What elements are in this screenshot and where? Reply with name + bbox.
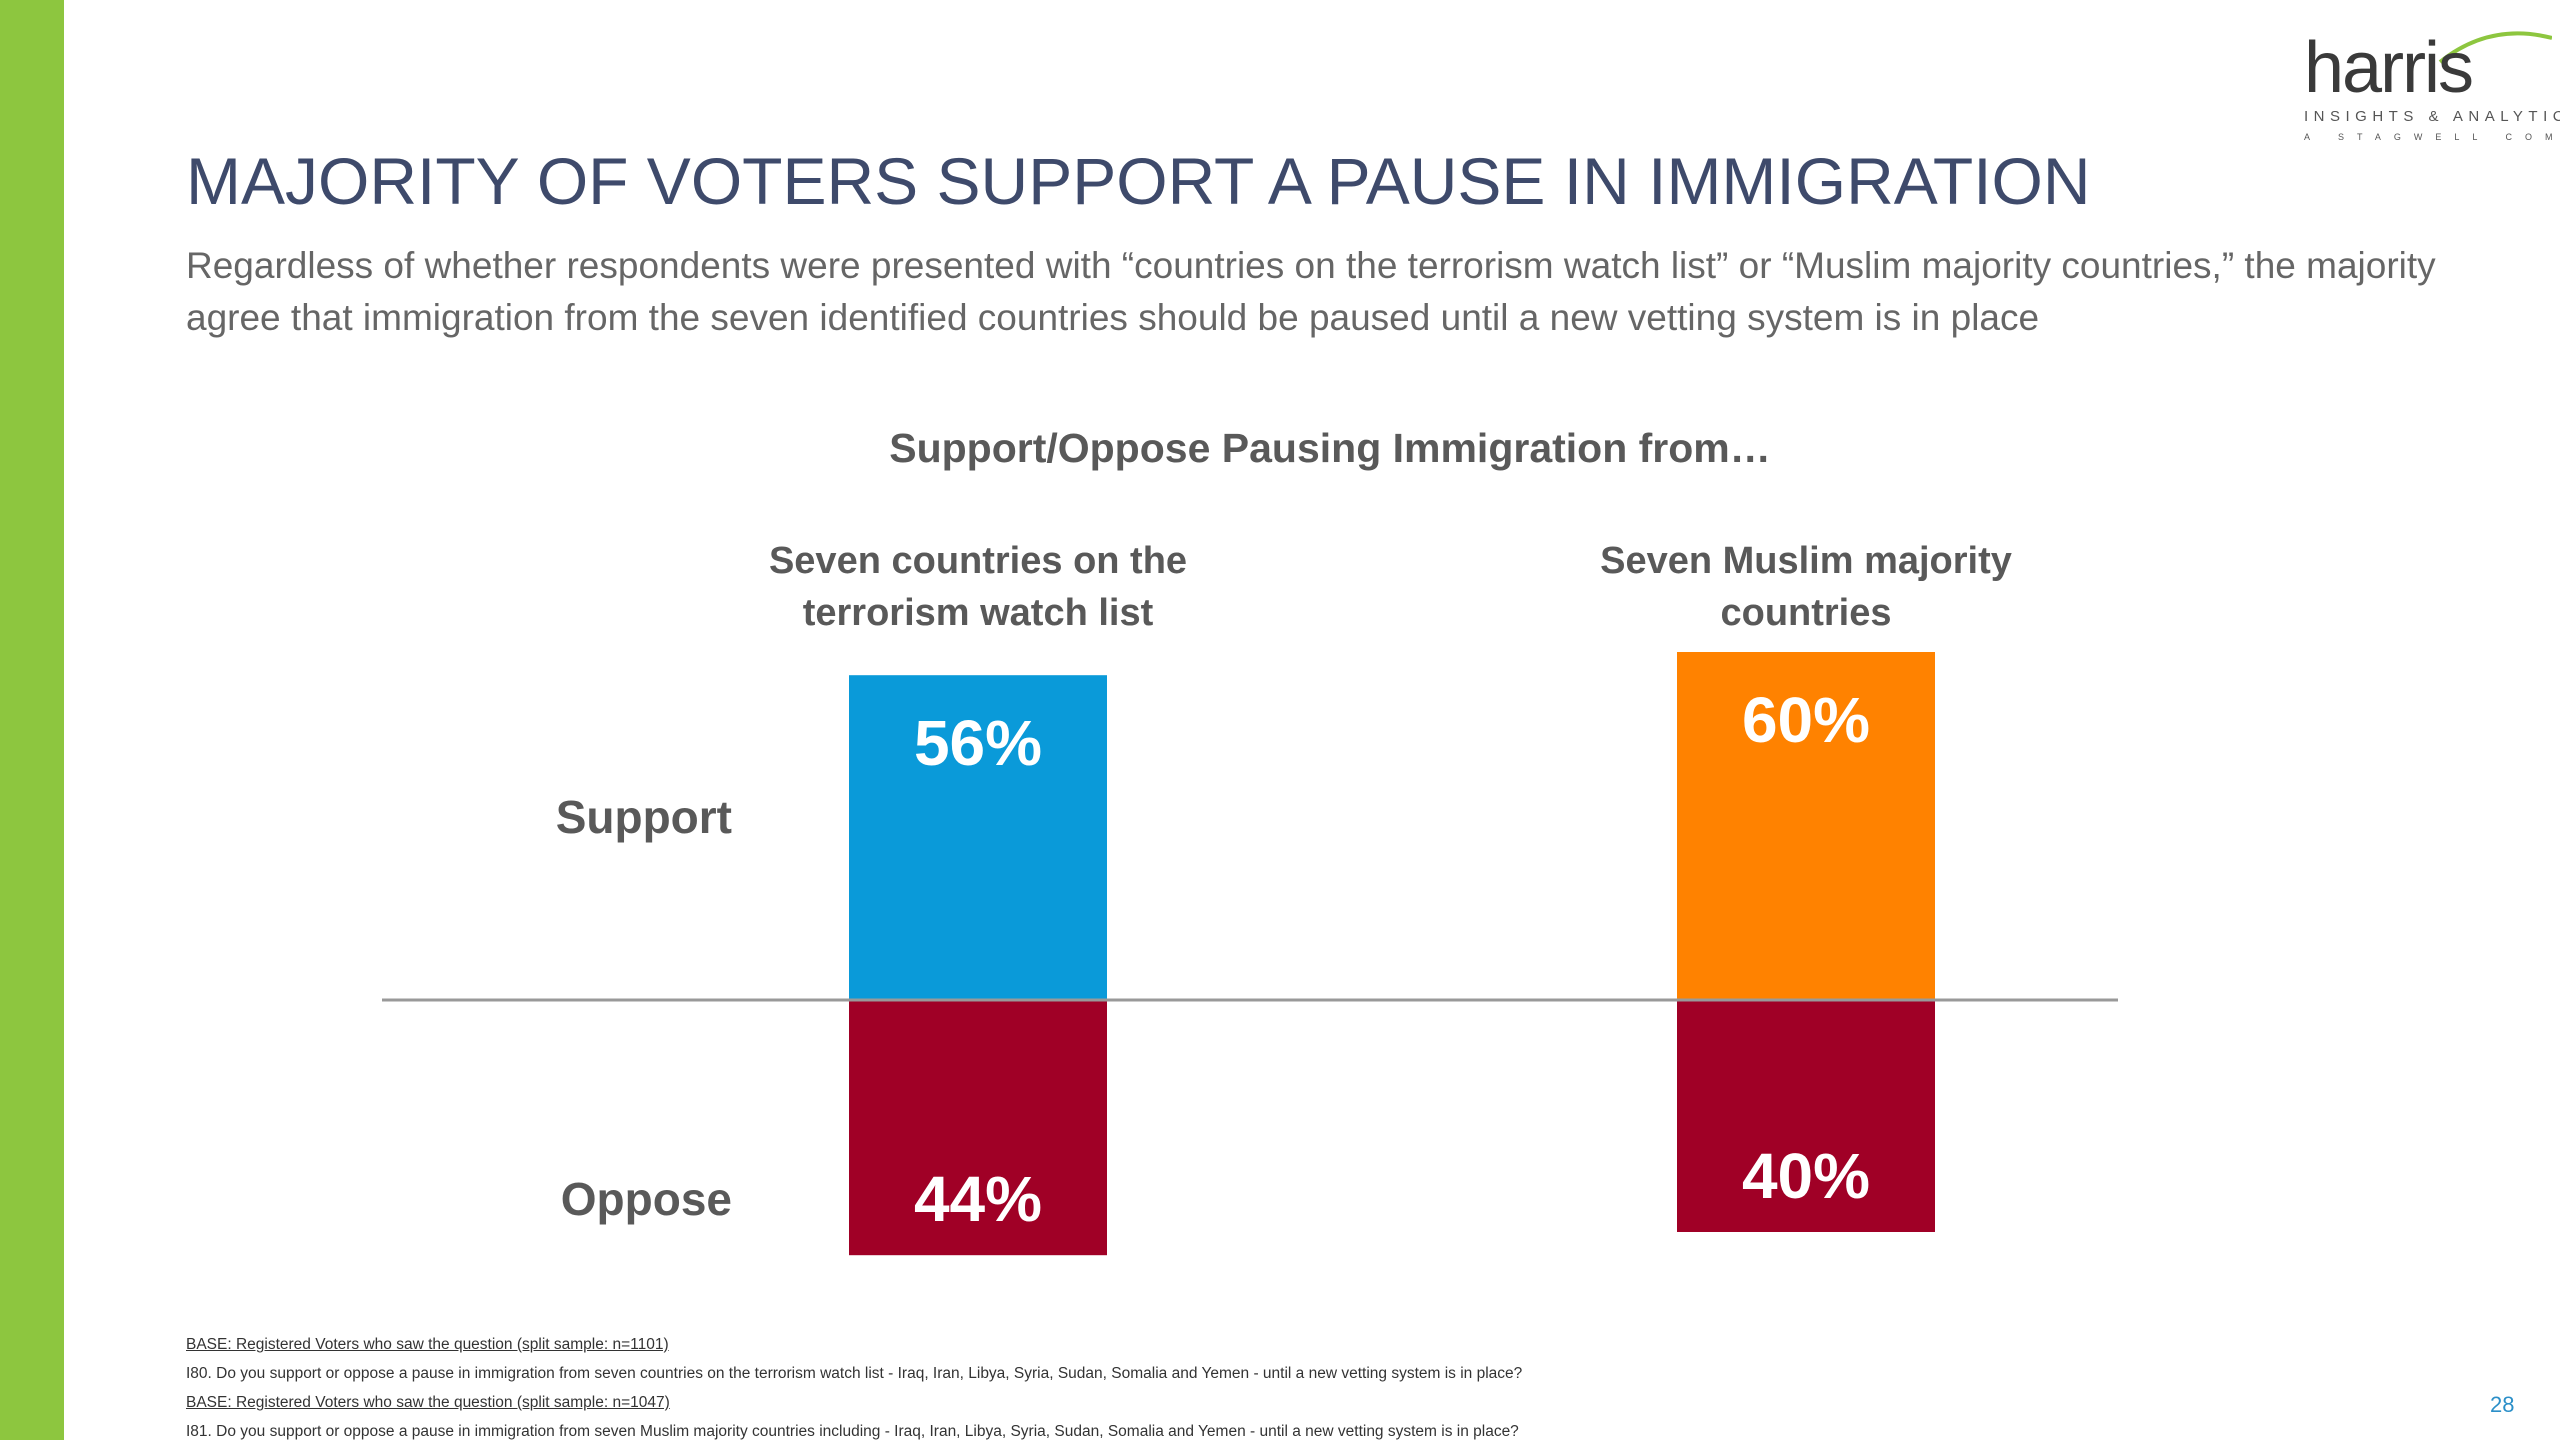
category-label-muslim-majority: Seven Muslim majority countries	[1546, 535, 2066, 639]
data-label-support-1: 60%	[1742, 684, 1870, 756]
logo-sub-tagline: A STAGWELL COMPANY	[2304, 132, 2560, 142]
chart-title: Support/Oppose Pausing Immigration from…	[889, 425, 1771, 471]
data-label-oppose-0: 44%	[914, 1163, 1042, 1235]
row-label-support: Support	[555, 791, 732, 843]
logo-tagline: INSIGHTS & ANALYTICS	[2304, 108, 2560, 125]
footnote-base-1: BASE: Registered Voters who saw the ques…	[186, 1336, 669, 1353]
category-label-line: countries	[1720, 592, 1892, 634]
row-label-oppose: Oppose	[560, 1173, 732, 1225]
logo-word: harris	[2304, 28, 2474, 108]
category-label-watch-list: Seven countries on the terrorism watch l…	[718, 535, 1238, 639]
harris-logo: harris INSIGHTS & ANALYTICS A STAGWELL C…	[2290, 14, 2560, 144]
category-label-line: Seven Muslim majority	[1600, 540, 2012, 582]
bar-oppose-0	[849, 1000, 1107, 1256]
footnote-base-2: BASE: Registered Voters who saw the ques…	[186, 1394, 670, 1411]
footnote-question-2: I81. Do you support or oppose a pause in…	[186, 1423, 1519, 1440]
footnote-question-1: I80. Do you support or oppose a pause in…	[186, 1365, 1523, 1382]
page-number: 28	[2490, 1392, 2515, 1417]
page-subtitle: Regardless of whether respondents were p…	[186, 245, 2436, 338]
data-label-oppose-1: 40%	[1742, 1140, 1870, 1212]
category-label-line: Seven countries on the	[768, 540, 1188, 582]
data-label-support-0: 56%	[914, 707, 1042, 779]
bar-oppose-1	[1677, 1000, 1935, 1232]
page-title: MAJORITY OF VOTERS SUPPORT A PAUSE IN IM…	[186, 144, 2091, 218]
footnotes: BASE: Registered Voters who saw the ques…	[186, 1330, 1522, 1446]
bar-support-0	[849, 675, 1107, 1000]
logo-arc-icon	[2438, 31, 2552, 64]
bar-support-1	[1677, 652, 1935, 1000]
category-label-line: terrorism watch list	[802, 592, 1154, 634]
side-accent-bar	[0, 0, 64, 1440]
